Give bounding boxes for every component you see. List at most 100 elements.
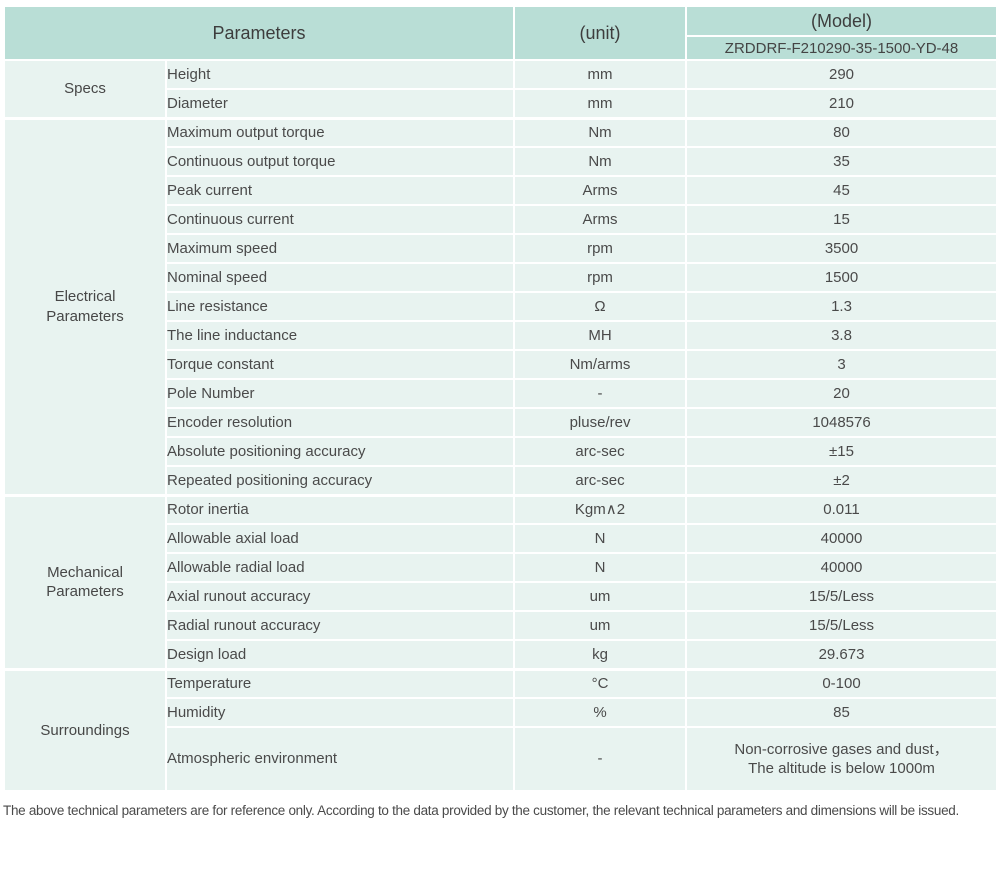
unit-cell: - <box>513 726 688 792</box>
group-cell: Electrical Parameters <box>3 116 167 496</box>
value-cell: 1048576 <box>685 407 999 438</box>
param-name-cell: Pole Number <box>164 378 516 409</box>
table-body: Specs Height mm 290 Diameter mm 210 Electrical … <box>3 59 999 792</box>
unit-cell: N <box>513 523 688 554</box>
param-name-cell: Torque constant <box>164 349 516 380</box>
value-cell: Non-corrosive gases and dust， The altitu… <box>685 726 999 792</box>
table-row: Encoder resolution pluse/rev 1048576 <box>4 407 999 438</box>
table-row: Pole Number -20 <box>4 378 999 409</box>
param-name-cell: Rotor inertia <box>164 493 516 525</box>
value-cell: 40000 <box>685 552 999 583</box>
header-model: (Model) <box>685 5 999 37</box>
table-row: Atmospheric environment - Non-corrosive ga… <box>4 726 999 792</box>
unit-cell: arc-sec <box>513 436 688 467</box>
param-name-cell: Maximum output torque <box>164 116 516 148</box>
value-cell: 3.8 <box>685 320 999 351</box>
unit-cell: kg <box>513 639 688 670</box>
unit-cell: Nm <box>513 116 688 148</box>
table-row: Axial runout accuracy um 15/5/Less <box>4 581 999 612</box>
unit-cell: MH <box>513 320 688 351</box>
header-parameters: Parameters <box>2 5 516 61</box>
table-row: Continuous current Arms 15 <box>4 204 999 235</box>
param-name-cell: Continuous output torque <box>164 146 516 177</box>
table-row: Torque constant Nm/arms 3 <box>4 349 999 380</box>
value-cell: 3500 <box>685 233 999 264</box>
table-row: Line resistance Ω 1.3 <box>4 291 999 322</box>
group-cell: Surroundings <box>3 667 167 792</box>
table-header: Parameters (unit) (Model) ZRDDRF-F210290… <box>2 5 999 61</box>
table-row: The line inductance MH 3.8 <box>4 320 999 351</box>
value-cell: 210 <box>685 88 999 119</box>
value-cell: 290 <box>685 59 999 90</box>
table-row: Allowable axial load N 40000 <box>4 523 999 554</box>
table-row: Nominal speed rpm 1500 <box>4 262 999 293</box>
unit-cell: arc-sec <box>513 465 688 496</box>
value-cell: 45 <box>685 175 999 206</box>
param-name-cell: Repeated positioning accuracy <box>164 465 516 496</box>
unit-cell: mm <box>513 59 688 90</box>
header-row: Parameters (unit) (Model) <box>2 5 999 61</box>
param-name-cell: Atmospheric environment <box>164 726 516 792</box>
table-row: Diameter mm 210 <box>4 88 999 119</box>
value-cell: 3 <box>685 349 999 380</box>
table-row: Specs Height mm 290 <box>3 59 999 119</box>
param-name-cell: Radial runout accuracy <box>164 610 516 641</box>
table-row: Allowable radial load N 40000 <box>4 552 999 583</box>
value-cell: 0-100 <box>685 667 999 699</box>
param-name-cell: Absolute positioning accuracy <box>164 436 516 467</box>
value-cell: 20 <box>685 378 999 409</box>
value-cell: 35 <box>685 146 999 177</box>
param-name-cell: Nominal speed <box>164 262 516 293</box>
unit-cell: pluse/rev <box>513 407 688 438</box>
unit-cell: rpm <box>513 262 688 293</box>
param-name-cell: Peak current <box>164 175 516 206</box>
value-cell: ±2 <box>685 465 999 496</box>
header-model-code: ZRDDRF-F210290-35-1500-YD-48 <box>685 35 999 61</box>
unit-cell: mm <box>513 88 688 119</box>
unit-cell: °C <box>513 667 688 699</box>
unit-cell: um <box>513 581 688 612</box>
group-cell: Specs <box>3 59 167 119</box>
table-row: Repeated positioning accuracy arc-sec ±2 <box>4 465 999 496</box>
value-cell: 85 <box>685 697 999 728</box>
header-model-row: ZRDDRF-F210290-35-1500-YD-48 <box>4 35 999 61</box>
footer-note: The above technical parameters are for r… <box>3 803 959 818</box>
spec-table: Parameters (unit) (Model) ZRDDRF-F210290… <box>2 5 999 792</box>
param-name-cell: Diameter <box>164 88 516 119</box>
header-unit: (unit) <box>513 5 688 61</box>
group-cell: Mechanical Parameters <box>3 493 167 670</box>
table-row: Peak current Arms 45 <box>4 175 999 206</box>
value-cell: 15/5/Less <box>685 581 999 612</box>
value-cell: 1.3 <box>685 291 999 322</box>
unit-cell: Kgm∧2 <box>513 493 688 525</box>
table-row: Electrical Parameters Maximum output torq… <box>3 116 999 496</box>
value-cell: 40000 <box>685 523 999 554</box>
value-cell: 15/5/Less <box>685 610 999 641</box>
unit-cell: Nm/arms <box>513 349 688 380</box>
table-row: Design load kg 29.673 <box>4 639 999 670</box>
table-row: Humidity% 85 <box>4 697 999 728</box>
unit-cell: % <box>513 697 688 728</box>
param-name-cell: Allowable radial load <box>164 552 516 583</box>
value-cell: 1500 <box>685 262 999 293</box>
table-row: Maximum speed rpm 3500 <box>4 233 999 264</box>
unit-cell: N <box>513 552 688 583</box>
table-row: Mechanical Parameters Rotor inertia Kgm∧2 0… <box>3 493 999 670</box>
unit-cell: Arms <box>513 204 688 235</box>
table-row: Surroundings Temperature °C 0-100 <box>3 667 999 792</box>
value-cell: ±15 <box>685 436 999 467</box>
param-name-cell: Temperature <box>164 667 516 699</box>
param-name-cell: Line resistance <box>164 291 516 322</box>
unit-cell: Ω <box>513 291 688 322</box>
param-name-cell: Humidity <box>164 697 516 728</box>
table-row: Radial runout accuracy um 15/5/Less <box>4 610 999 641</box>
unit-cell: Nm <box>513 146 688 177</box>
param-name-cell: Continuous current <box>164 204 516 235</box>
unit-cell: rpm <box>513 233 688 264</box>
param-name-cell: Axial runout accuracy <box>164 581 516 612</box>
value-cell: 0.011 <box>685 493 999 525</box>
param-name-cell: Encoder resolution <box>164 407 516 438</box>
unit-cell: Arms <box>513 175 688 206</box>
param-name-cell: Design load <box>164 639 516 670</box>
